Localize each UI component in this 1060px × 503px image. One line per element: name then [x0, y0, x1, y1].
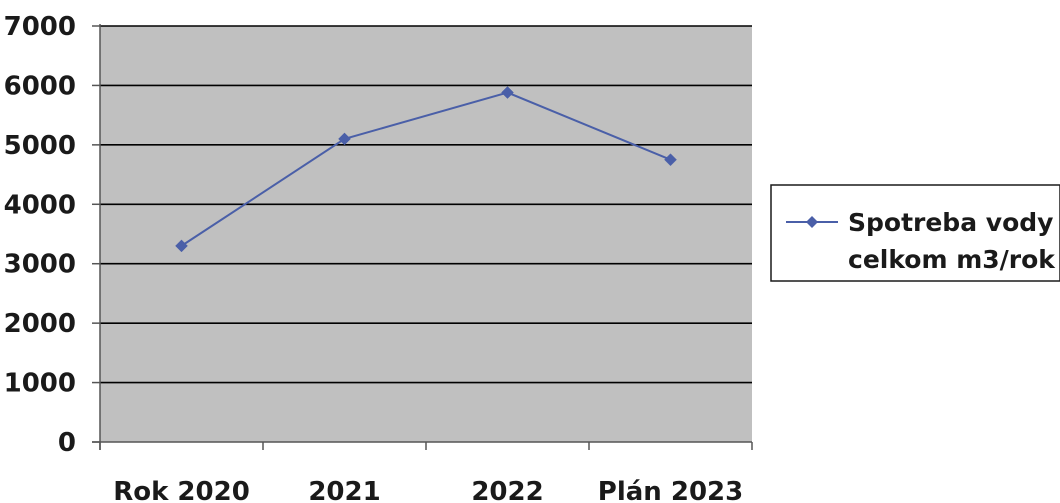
- plot-area: [100, 26, 752, 442]
- x-axis-tick-labels: Rok 2020 2021 2022 Plán 2023: [113, 477, 743, 503]
- axes: [92, 24, 753, 450]
- x-tick-label-2: 2022: [471, 477, 543, 503]
- y-tick-label-6000: 6000: [4, 71, 76, 101]
- data-point-1: [338, 132, 351, 146]
- series-line-0: [180, 91, 671, 247]
- data-point-3: [664, 153, 677, 167]
- y-tick-label-5000: 5000: [4, 131, 76, 161]
- x-tick-label-0: Rok 2020: [113, 477, 250, 503]
- y-tick-label-4000: 4000: [4, 190, 76, 220]
- x-tick-label-3: Plán 2023: [598, 477, 743, 503]
- data-point-0: [175, 239, 188, 253]
- y-tick-label-0: 0: [58, 428, 76, 458]
- series-group: [175, 86, 677, 253]
- y-tick-label-3000: 3000: [4, 250, 76, 280]
- legend-diamond-marker: [806, 216, 818, 228]
- x-tick-label-1: 2021: [308, 477, 380, 503]
- y-tick-label-2000: 2000: [4, 309, 76, 339]
- gridlines: [100, 25, 752, 384]
- y-tick-label-7000: 7000: [4, 12, 76, 42]
- legend: Spotreba vody celkom m3/rok: [770, 184, 1060, 282]
- y-axis-tick-labels: 0 1000 2000 3000 4000 5000 6000 7000: [4, 12, 76, 458]
- y-tick-label-1000: 1000: [4, 369, 76, 399]
- legend-label-line-1: Spotreba vody: [848, 208, 1053, 237]
- legend-box: [770, 184, 1060, 282]
- legend-label-line-2: celkom m3/rok: [848, 245, 1056, 274]
- data-point-2: [501, 86, 514, 99]
